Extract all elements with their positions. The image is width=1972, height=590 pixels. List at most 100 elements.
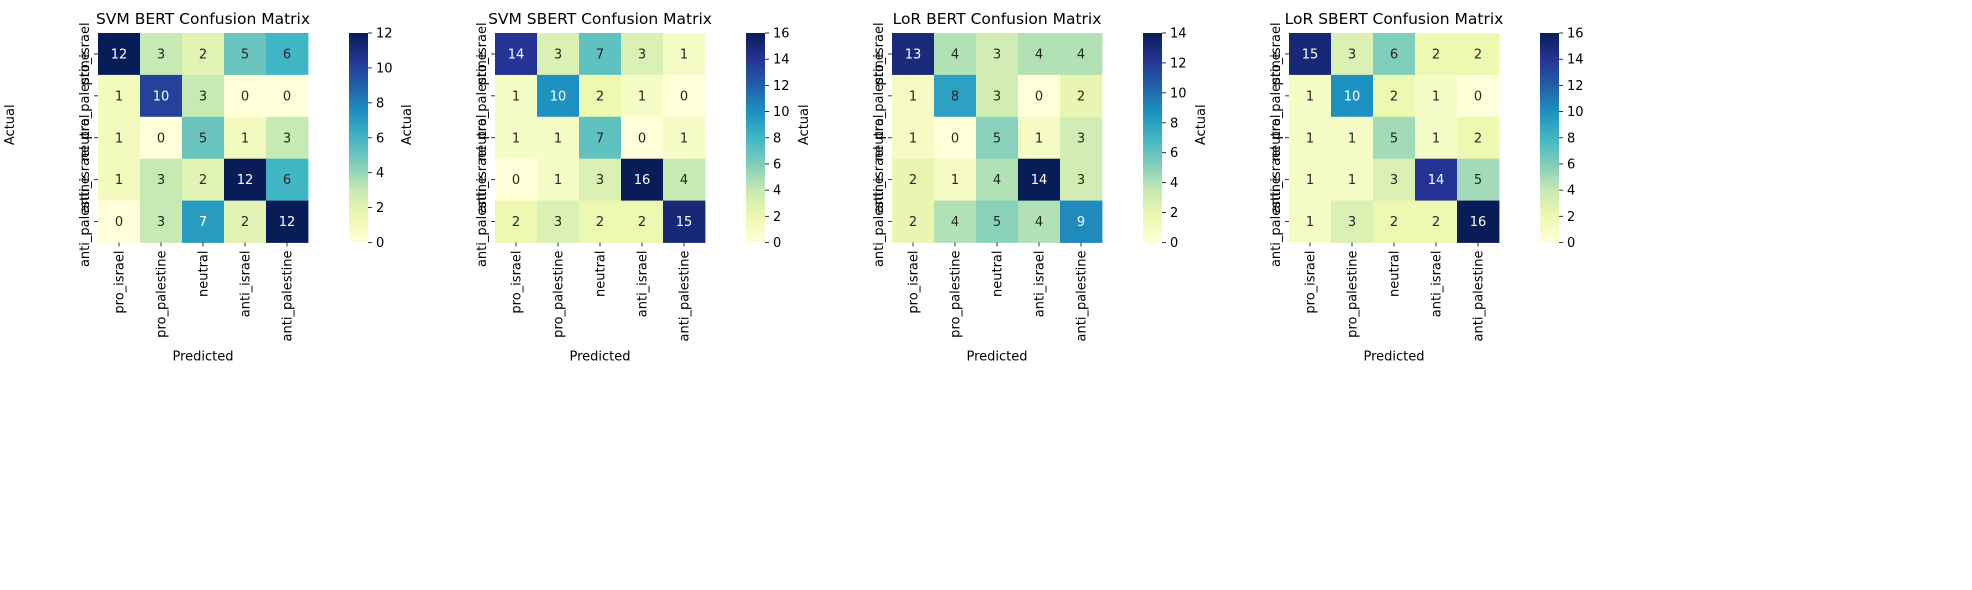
heatmap-cell-r4-c3	[976, 158, 1019, 201]
cell-value-r3-c1: 1	[512, 131, 520, 146]
x-tick-label-anti_palestine: anti_palestine	[1075, 251, 1090, 342]
heatmap-cell-r3-c1	[1289, 116, 1332, 160]
cell-value-r2-c1: 1	[909, 89, 917, 104]
cell-value-r4-c4: 16	[634, 173, 651, 188]
cell-value-r3-c1: 1	[115, 131, 123, 146]
cell-value-r1-c2: 3	[1348, 47, 1356, 62]
cell-value-r1-c3: 6	[1390, 47, 1398, 62]
colorbar	[746, 33, 765, 243]
cell-value-r2-c2: 8	[951, 89, 959, 104]
cell-value-r1-c2: 4	[951, 47, 959, 62]
cell-value-r1-c3: 7	[596, 47, 604, 62]
cell-value-r1-c2: 3	[157, 47, 165, 62]
cell-value-r3-c5: 3	[1077, 131, 1085, 146]
heatmap-cell-r1-c1	[892, 33, 935, 76]
x-tick-label-pro_palestine: pro_palestine	[949, 250, 964, 337]
colorbar-tick-label-4: 4	[1567, 184, 1575, 199]
y-tick-label-neutral: neutral	[872, 115, 887, 162]
y-tick-label-anti_palestine: anti_palestine	[475, 176, 490, 267]
cell-value-r5-c1: 0	[115, 215, 123, 230]
heatmap-cell-r1-c1	[98, 33, 141, 76]
heatmap-cell-r2-c3	[976, 74, 1019, 118]
cell-value-r3-c5: 3	[283, 131, 291, 146]
heatmap-cell-r4-c4	[224, 158, 267, 201]
cell-value-r2-c5: 0	[1474, 89, 1482, 104]
heatmap-cell-r5-c2	[140, 200, 183, 243]
cell-value-r3-c4: 1	[1432, 131, 1440, 146]
heatmap-cell-r5-c3	[579, 200, 622, 243]
cell-value-r3-c2: 0	[951, 131, 959, 146]
heatmap-cell-r3-c4	[621, 116, 664, 160]
heatmap-cell-r2-c2	[1331, 74, 1374, 118]
heatmap-cell-r3-c1	[495, 116, 538, 160]
heatmap-cell-r2-c4	[621, 74, 664, 118]
chart-title: LoR SBERT Confusion Matrix	[1285, 10, 1504, 28]
colorbar-tick-label-10: 10	[1567, 105, 1584, 120]
x-tick-label-pro_palestine: pro_palestine	[1346, 250, 1361, 337]
x-tick-label-pro_israel: pro_israel	[1304, 251, 1319, 314]
cell-value-r3-c4: 0	[638, 131, 646, 146]
heatmap-cell-r3-c3	[182, 116, 225, 160]
cell-value-r4-c2: 1	[554, 173, 562, 188]
heatmap-cell-r5-c3	[976, 200, 1019, 243]
cell-value-r5-c3: 7	[199, 215, 207, 230]
cell-value-r2-c5: 0	[680, 89, 688, 104]
heatmap-cell-r5-c5	[663, 200, 706, 243]
cell-value-r4-c4: 14	[1031, 173, 1048, 188]
heatmap-cell-r1-c3	[976, 33, 1019, 76]
cell-value-r3-c2: 0	[157, 131, 165, 146]
heatmap-cell-r4-c1	[495, 158, 538, 201]
heatmap-cell-r1-c5	[1457, 33, 1500, 76]
x-tick-label-neutral: neutral	[991, 251, 1006, 298]
cell-value-r5-c3: 2	[596, 215, 604, 230]
cell-value-r1-c4: 5	[241, 47, 249, 62]
y-axis-label: Actual	[797, 104, 812, 145]
heatmap-cell-r4-c4	[1018, 158, 1061, 201]
colorbar-tick-label-12: 12	[773, 79, 790, 94]
heatmap-cell-r3-c5	[1457, 116, 1500, 160]
heatmap-cell-r1-c4	[621, 33, 664, 76]
cell-value-r5-c5: 16	[1470, 215, 1487, 230]
heatmap-cell-r2-c4	[1415, 74, 1458, 118]
cell-value-r2-c2: 10	[550, 89, 567, 104]
cell-value-r1-c4: 2	[1432, 47, 1440, 62]
cell-value-r2-c5: 0	[283, 89, 291, 104]
heatmap-cell-r2-c2	[537, 74, 580, 118]
cell-value-r4-c1: 0	[512, 173, 520, 188]
y-tick-label-pro_palestine: pro_palestine	[1269, 52, 1284, 139]
cell-value-r3-c1: 1	[1306, 131, 1314, 146]
cell-value-r4-c3: 3	[596, 173, 604, 188]
heatmap-cell-r5-c3	[182, 200, 225, 243]
cell-value-r2-c4: 1	[1432, 89, 1440, 104]
heatmap-cell-r4-c4	[621, 158, 664, 201]
colorbar	[1143, 33, 1162, 243]
heatmap-cell-r4-c2	[934, 158, 977, 201]
heatmap-cell-r2-c3	[1373, 74, 1416, 118]
heatmap-cell-r4-c3	[579, 158, 622, 201]
cell-value-r4-c3: 3	[1390, 173, 1398, 188]
cell-value-r5-c2: 3	[554, 215, 562, 230]
heatmap-cell-r4-c5	[266, 158, 309, 201]
x-tick-label-neutral: neutral	[197, 251, 212, 298]
heatmap-cell-r5-c1	[495, 200, 538, 243]
heatmap-cell-r3-c5	[1060, 116, 1103, 160]
colorbar-tick-label-0: 0	[376, 236, 384, 251]
y-tick-label-anti_palestine: anti_palestine	[1269, 176, 1284, 267]
cell-value-r3-c2: 1	[554, 131, 562, 146]
heatmap-cell-r5-c1	[98, 200, 141, 243]
chart-title: SVM BERT Confusion Matrix	[96, 10, 310, 28]
heatmap-cell-r5-c5	[1457, 200, 1500, 243]
heatmap-cell-r2-c4	[1018, 74, 1061, 118]
cell-value-r4-c2: 3	[157, 173, 165, 188]
colorbar-tick-label-2: 2	[1170, 206, 1178, 221]
heatmap-cell-r4-c3	[1373, 158, 1416, 201]
heatmap-cell-r2-c1	[892, 74, 935, 118]
colorbar-tick-label-14: 14	[1170, 27, 1187, 42]
cell-value-r4-c5: 6	[283, 173, 291, 188]
heatmap-cell-r1-c5	[663, 33, 706, 76]
cell-value-r4-c2: 1	[1348, 173, 1356, 188]
cell-value-r2-c4: 0	[1035, 89, 1043, 104]
